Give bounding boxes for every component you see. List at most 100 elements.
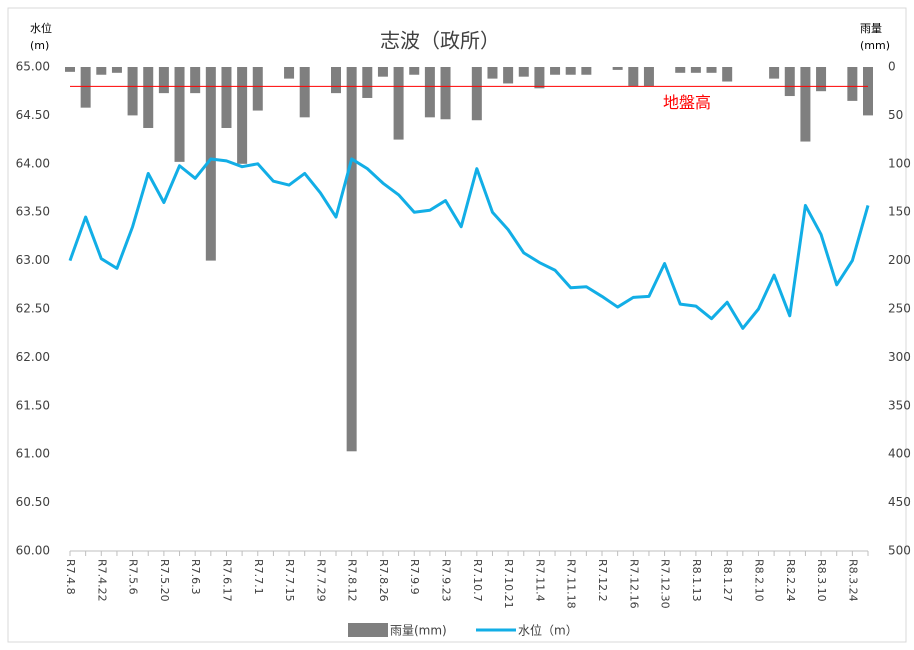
chart-frame: [7, 7, 907, 643]
y2-tick-label: 350: [888, 398, 911, 412]
x-tick-label: R7.7.1: [252, 559, 265, 595]
rain-bar: [769, 67, 780, 79]
rain-bar: [863, 67, 873, 116]
x-tick-label: R7.7.15: [283, 559, 296, 602]
y2-tick-label: 100: [888, 156, 911, 170]
rain-bar: [518, 67, 529, 77]
rain-bar: [127, 67, 138, 116]
x-tick-label: R7.8.12: [346, 559, 359, 602]
y2-tick-label: 50: [888, 108, 903, 122]
rain-bar: [487, 67, 498, 79]
y2-tick-label: 400: [888, 447, 911, 461]
y-tick-label: 63.00: [16, 253, 50, 267]
rain-bar: [299, 67, 310, 118]
rain-bar: [816, 67, 827, 92]
rain-bar: [847, 67, 858, 101]
rain-bar: [784, 67, 795, 97]
rain-bar: [190, 67, 201, 94]
x-tick-label: R8.1.13: [690, 559, 703, 602]
x-tick-label: R7.5.6: [127, 559, 140, 595]
rain-bar: [237, 67, 248, 164]
rain-bar: [628, 67, 639, 87]
rain-bar: [565, 67, 576, 75]
x-tick-label: R7.12.30: [659, 559, 672, 609]
chart-title: 志波（政所）: [380, 29, 500, 53]
x-tick-label: R7.10.21: [502, 559, 515, 609]
y2-tick-label: 300: [888, 350, 911, 364]
rain-bar: [690, 67, 701, 73]
x-tick-label: R8.2.10: [752, 559, 765, 602]
rain-bar: [331, 67, 341, 94]
rain-bar: [722, 67, 733, 82]
x-tick-label: R7.9.23: [440, 559, 453, 602]
rain-bar: [65, 67, 75, 72]
y2-axis-unit: (mm): [860, 39, 890, 52]
x-tick-label: R7.12.2: [596, 559, 609, 602]
rain-bar: [393, 67, 404, 140]
rain-bar: [581, 67, 592, 75]
rain-bar: [221, 67, 232, 128]
y2-tick-label: 200: [888, 253, 911, 267]
legend-swatch: [348, 623, 388, 637]
rain-bar: [550, 67, 561, 75]
rain-bar: [346, 67, 357, 452]
x-tick-label: R7.7.29: [314, 559, 327, 602]
rain-bar: [80, 67, 91, 108]
y2-axis-label: 雨量: [860, 22, 882, 35]
x-tick-label: R7.9.9: [408, 559, 421, 595]
rain-bar: [143, 67, 154, 128]
x-tick-label: R7.4.8: [64, 559, 77, 595]
y-tick-label: 60.00: [16, 544, 50, 558]
rain-bar: [612, 67, 623, 70]
x-tick-label: R7.11.4: [533, 559, 546, 602]
rain-bar: [284, 67, 295, 79]
reference-label: 地盤高: [663, 93, 711, 112]
x-tick-label: R7.10.7: [471, 559, 484, 602]
legend-label: 雨量(mm): [390, 624, 447, 638]
y-tick-label: 63.50: [16, 205, 50, 219]
y2-tick-label: 500: [888, 544, 911, 558]
rain-bar: [174, 67, 185, 162]
rain-bar: [252, 67, 263, 111]
y-tick-label: 64.50: [16, 108, 50, 122]
y-axis-label: 水位: [30, 21, 52, 35]
x-tick-label: R8.3.10: [815, 559, 828, 602]
rain-bar: [205, 67, 216, 261]
y-tick-label: 64.00: [16, 156, 50, 170]
rain-bar: [111, 67, 122, 73]
y2-tick-label: 0: [888, 60, 896, 74]
rain-bar: [158, 67, 169, 94]
legend-label: 水位（m）: [518, 623, 578, 638]
rain-bar: [643, 67, 654, 87]
x-tick-label: R7.6.3: [189, 559, 202, 595]
y-tick-label: 62.00: [16, 350, 50, 364]
rain-bar: [96, 67, 107, 75]
rain-bar: [377, 67, 388, 77]
x-tick-label: R8.3.24: [846, 559, 859, 602]
x-tick-label: R7.12.16: [627, 559, 640, 609]
rain-bar: [675, 67, 686, 73]
rain-bar: [800, 67, 811, 142]
rain-bar: [503, 67, 514, 84]
x-tick-label: R8.2.24: [784, 559, 797, 602]
x-tick-label: R7.4.22: [95, 559, 108, 602]
y2-tick-label: 250: [888, 302, 911, 316]
y-tick-label: 60.50: [16, 495, 50, 509]
rain-bar: [706, 67, 717, 73]
rain-bar: [409, 67, 420, 75]
x-tick-label: R7.8.26: [377, 559, 390, 602]
y2-tick-label: 150: [888, 205, 911, 219]
rain-bar: [424, 67, 435, 118]
rain-bar: [440, 67, 451, 120]
x-tick-label: R7.11.18: [565, 559, 578, 609]
rain-bar: [362, 67, 373, 98]
rain-bar: [534, 67, 545, 89]
y-tick-label: 62.50: [16, 302, 50, 316]
x-tick-label: R7.6.17: [220, 559, 233, 602]
y-tick-label: 61.00: [16, 447, 50, 461]
y2-tick-label: 450: [888, 495, 911, 509]
water-level-line: [68, 157, 870, 330]
x-tick-label: R7.5.20: [158, 559, 171, 602]
y-axis-unit: (m): [30, 39, 49, 52]
